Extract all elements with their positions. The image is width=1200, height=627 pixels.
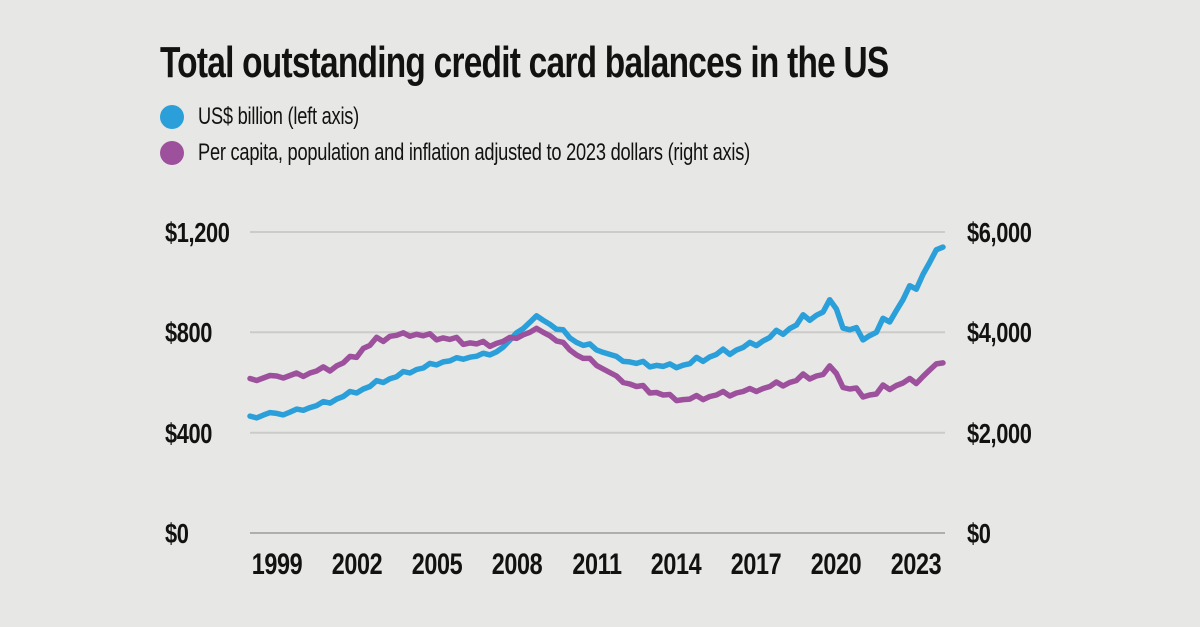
legend-dot-blue-icon bbox=[160, 105, 184, 129]
x-axis-tick: 2011 bbox=[571, 548, 622, 581]
x-axis-tick: 2005 bbox=[411, 548, 462, 581]
x-axis-tick: 2002 bbox=[331, 548, 382, 581]
y-axis-tick-right: $0 bbox=[967, 518, 991, 549]
legend: US$ billion (left axis) Per capita, popu… bbox=[160, 99, 924, 171]
chart-title: Total outstanding credit card balances i… bbox=[160, 38, 889, 87]
legend-dot-purple-icon bbox=[160, 141, 184, 165]
y-axis-tick-right: $2,000 bbox=[967, 417, 1032, 449]
legend-label-total-balances: US$ billion (left axis) bbox=[198, 103, 360, 130]
legend-item-per-capita: Per capita, population and inflation adj… bbox=[160, 135, 924, 171]
legend-label-per-capita: Per capita, population and inflation adj… bbox=[198, 139, 750, 166]
series-line-total-balances bbox=[247, 244, 946, 421]
x-axis-tick: 2020 bbox=[811, 548, 862, 581]
x-axis-tick: 2023 bbox=[891, 548, 942, 581]
y-axis-tick-left: $0 bbox=[165, 518, 189, 549]
x-axis-tick: 2008 bbox=[491, 548, 542, 581]
y-axis-tick-right: $6,000 bbox=[967, 217, 1032, 248]
x-axis-tick: 2017 bbox=[731, 548, 782, 581]
legend-item-total-balances: US$ billion (left axis) bbox=[160, 99, 924, 135]
y-axis-tick-left: $800 bbox=[165, 317, 213, 349]
y-axis-tick-right: $4,000 bbox=[967, 317, 1032, 349]
y-axis-tick-left: $400 bbox=[165, 417, 213, 449]
y-axis-tick-left: $1,200 bbox=[165, 217, 230, 248]
x-axis-tick: 2014 bbox=[651, 548, 702, 581]
series-line-per-capita bbox=[247, 325, 946, 404]
x-axis-tick: 1999 bbox=[251, 548, 302, 581]
